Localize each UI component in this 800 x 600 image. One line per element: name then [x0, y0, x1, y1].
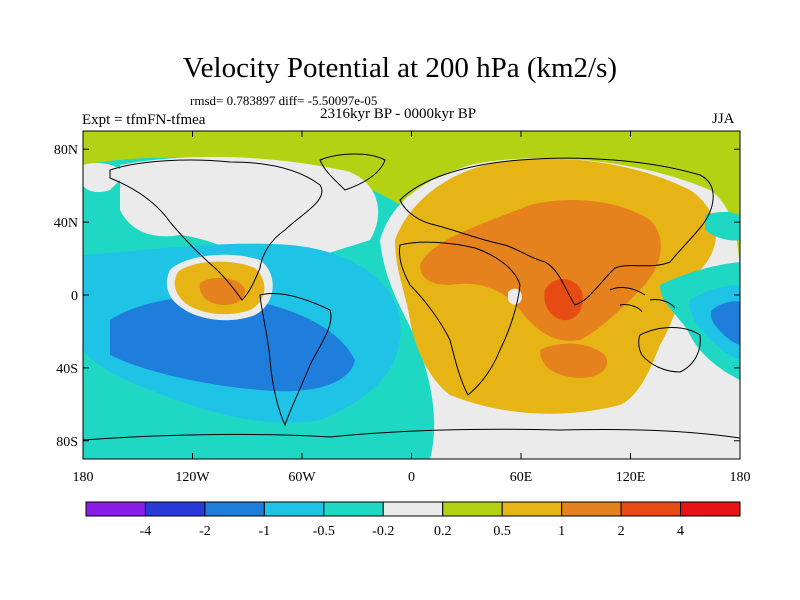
colorbar-swatch	[561, 501, 622, 517]
coastline-maritime-continent	[609, 287, 676, 313]
colorbar-swatch	[620, 501, 682, 517]
map-title: Velocity Potential at 200 hPa (km2/s)	[182, 52, 618, 84]
colorbar-swatch	[382, 501, 444, 517]
coastline-north-america	[109, 159, 323, 301]
colorbar-swatch	[680, 501, 741, 517]
contour-orange-southafrica	[540, 343, 608, 378]
experiment-label: Expt = tfmFN-tfmea	[82, 112, 206, 128]
season-label: JJA	[712, 111, 735, 127]
coastline-africa	[399, 241, 521, 396]
contour-cyan-north-atlantic	[83, 214, 130, 237]
y-tick-label: 80N	[54, 143, 78, 158]
x-axis: 180 120W 60W 0 60E 120E 180	[73, 131, 751, 485]
colorbar-swatch	[442, 501, 503, 517]
colorbar-label: -1	[259, 524, 271, 539]
x-tick-label: 0	[408, 470, 415, 485]
colorbar-swatch	[263, 501, 325, 517]
coastline-australia	[638, 327, 701, 373]
colorbar-label: 4	[677, 524, 684, 539]
colorbar-label: -0.2	[372, 524, 394, 539]
stats-label: rmsd= 0.783897 diff= -5.50097e-05	[190, 93, 378, 108]
x-tick-label: 60E	[510, 470, 533, 485]
colorbar-swatch	[144, 501, 206, 517]
contour-cyan-northwest-pacific	[705, 211, 740, 241]
colorbar: -4 -2 -1 -0.5 -0.2 0.2 0.5 1 2 4	[85, 501, 741, 539]
colorbar-swatch	[323, 501, 384, 517]
colorbar-label: -4	[140, 524, 152, 539]
y-axis: 80N 40N 0 40S 80S	[54, 143, 740, 450]
coastlines	[83, 153, 740, 441]
y-tick-label: 80S	[56, 435, 78, 450]
contour-blue-eastpacific	[710, 301, 740, 345]
coastline-eurasia	[399, 157, 714, 306]
colorbar-label: 2	[618, 524, 625, 539]
colorbar-swatch	[204, 501, 265, 517]
x-tick-label: 120W	[175, 470, 210, 485]
x-tick-label: 180	[73, 470, 94, 485]
contour-orange-pacific	[199, 277, 245, 305]
colorbar-label: 0.5	[493, 524, 511, 539]
colorbar-swatch	[501, 501, 563, 517]
contour-white-africa	[508, 288, 522, 305]
x-tick-label: 180	[730, 470, 751, 485]
contour-red-indian	[544, 278, 583, 321]
contour-blue-west	[110, 296, 355, 392]
colorbar-label: -2	[199, 524, 211, 539]
coastline-greenland	[319, 153, 386, 191]
colorbar-swatch	[85, 501, 146, 517]
y-tick-label: 0	[71, 289, 78, 304]
contour-orange-east	[420, 200, 661, 341]
contour-white-pacific	[83, 163, 125, 193]
colorbar-label: 0.2	[434, 524, 452, 539]
coastline-antarctica	[83, 428, 740, 441]
colorbar-label: -0.5	[313, 524, 335, 539]
y-tick-label: 40N	[54, 216, 78, 231]
x-tick-label: 60W	[288, 470, 316, 485]
contour-white-west	[120, 156, 379, 275]
x-tick-label: 120E	[616, 470, 646, 485]
y-tick-label: 40S	[56, 362, 78, 377]
contour-field	[83, 131, 740, 459]
colorbar-label: 1	[558, 524, 565, 539]
period-label: 2316kyr BP - 0000kyr BP	[320, 106, 477, 122]
coastline-south-america	[259, 292, 332, 427]
